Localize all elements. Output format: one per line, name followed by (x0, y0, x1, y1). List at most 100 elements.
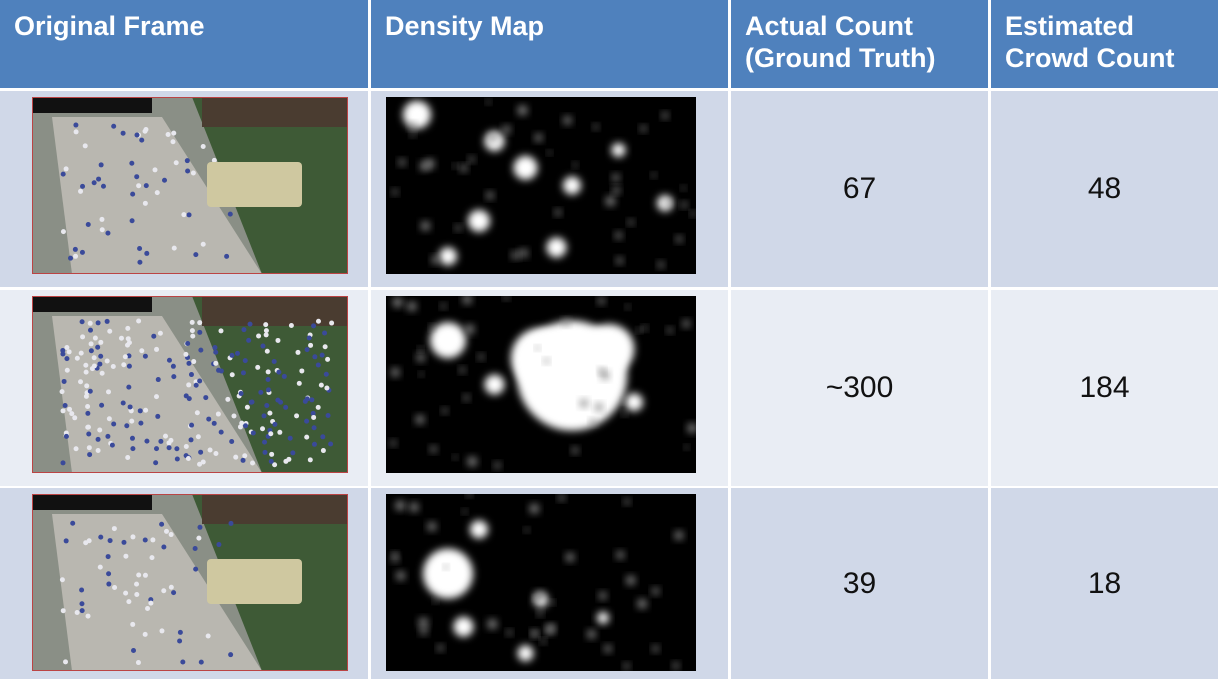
density-speck (442, 408, 448, 414)
person (88, 328, 93, 333)
person (97, 362, 102, 367)
overlay-text-box (32, 494, 152, 510)
density-speck (459, 367, 465, 373)
person (134, 592, 139, 597)
person (191, 170, 196, 175)
density-blob (403, 101, 431, 129)
density-blob (518, 645, 534, 661)
person (143, 632, 148, 637)
person (68, 256, 73, 261)
person (151, 334, 156, 339)
density-speck (419, 618, 428, 627)
person (256, 333, 261, 338)
person (105, 231, 110, 236)
density-blob (625, 393, 643, 411)
person (272, 422, 277, 427)
person (239, 391, 244, 396)
header-cell: Density Map (371, 0, 728, 88)
person (86, 425, 91, 430)
person (89, 341, 94, 346)
person (166, 132, 171, 137)
person (193, 546, 198, 551)
density-speck (652, 588, 659, 595)
person (138, 421, 143, 426)
person (95, 345, 100, 350)
person (184, 444, 189, 449)
person (233, 455, 238, 460)
person (316, 363, 321, 368)
person (93, 336, 98, 341)
person (80, 319, 85, 324)
person (111, 364, 116, 369)
person (105, 434, 110, 439)
person (191, 359, 196, 364)
density-speck (489, 134, 497, 142)
person (64, 356, 69, 361)
person (73, 247, 78, 252)
person (172, 246, 177, 251)
person (130, 436, 135, 441)
density-speck (555, 209, 561, 215)
person (206, 417, 211, 422)
density-speck (604, 645, 611, 652)
density-speck (419, 372, 423, 376)
person (241, 458, 246, 463)
person (277, 430, 282, 435)
person (126, 599, 131, 604)
person (87, 538, 92, 543)
person (216, 368, 221, 373)
person (79, 588, 84, 593)
density-blob (597, 612, 609, 624)
person (78, 189, 83, 194)
density-speck (566, 553, 575, 562)
density-speck (551, 600, 555, 604)
person (309, 397, 314, 402)
person (63, 403, 68, 408)
density-speck (392, 555, 399, 562)
truck (207, 162, 302, 207)
person (316, 405, 321, 410)
person (187, 396, 192, 401)
person (325, 357, 330, 362)
person (75, 610, 80, 615)
person (190, 320, 195, 325)
overlay-text-box (32, 97, 152, 113)
person (297, 381, 302, 386)
person (218, 328, 223, 333)
person (329, 321, 334, 326)
person (60, 408, 65, 413)
person (130, 446, 135, 451)
person (143, 408, 148, 413)
person (208, 447, 213, 452)
truck (207, 559, 302, 604)
person (75, 356, 80, 361)
density-speck (420, 627, 427, 634)
header-cell: Estimated Crowd Count (991, 0, 1218, 88)
person (74, 129, 79, 134)
density-speck (545, 626, 553, 634)
person (319, 383, 324, 388)
person (88, 321, 93, 326)
person (260, 344, 265, 349)
density-speck (563, 116, 571, 124)
density-blob (514, 156, 538, 180)
person (61, 460, 66, 465)
density-blob (454, 617, 474, 637)
person (224, 254, 229, 259)
person (64, 434, 69, 439)
person (201, 242, 206, 247)
person (96, 448, 101, 453)
person (148, 601, 153, 606)
density-speck (675, 531, 684, 540)
density-speck (494, 462, 500, 468)
person (212, 421, 217, 426)
density-speck (587, 630, 596, 639)
person (85, 411, 90, 416)
density-speck (572, 447, 579, 454)
person (312, 442, 317, 447)
person (107, 329, 112, 334)
density-blob (485, 375, 505, 395)
person (201, 459, 206, 464)
density-speck (637, 599, 647, 609)
bridge (202, 296, 348, 326)
